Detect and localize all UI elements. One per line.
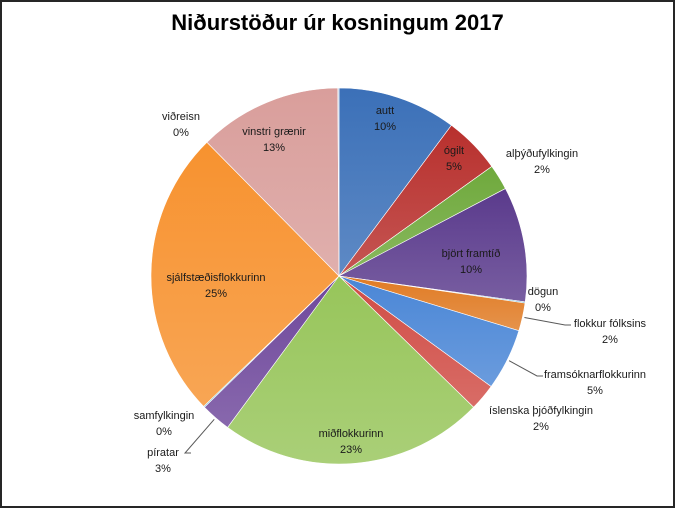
slice-label: dögun — [528, 286, 559, 298]
slice-percent-label: 0% — [173, 127, 189, 139]
slice-percent-label: 0% — [535, 302, 551, 314]
slice-percent-label: 10% — [374, 121, 396, 133]
slice-label: viðreisn — [162, 111, 200, 123]
slice-percent-label: 5% — [587, 385, 603, 397]
slice-percent-label: 23% — [340, 444, 362, 456]
slice-percent-label: 2% — [534, 164, 550, 176]
slice-percent-label: 0% — [156, 426, 172, 438]
pie-slice-autt — [338, 87, 452, 277]
pie-slice-sjálfstæðisflokkurinn — [150, 141, 340, 407]
leader-line — [183, 418, 215, 454]
leader-line — [508, 360, 543, 377]
pie-slice-björt-framtíð — [338, 188, 528, 303]
pie-slice-viðreisn — [337, 87, 340, 277]
leader-line — [524, 316, 571, 326]
slice-percent-label: 5% — [446, 161, 462, 173]
slice-percent-label: 13% — [263, 142, 285, 154]
slice-label: miðflokkurinn — [319, 428, 384, 440]
slice-label: vinstri grænir — [242, 126, 306, 138]
slice-label: flokkur fólksins — [574, 318, 647, 330]
slice-percent-label: 10% — [460, 264, 482, 276]
slice-percent-label: 25% — [205, 288, 227, 300]
slice-label: alþýðufylkingin — [506, 148, 578, 160]
slice-label: framsóknarflokkurinn — [544, 369, 646, 381]
slice-label: íslenska þjóðfylkingin — [489, 405, 593, 417]
slice-label: björt framtíð — [442, 248, 501, 260]
slice-label: samfylkingin — [134, 410, 195, 422]
slice-label: ógilt — [444, 145, 464, 157]
pie-slice-vinstri-grænir — [206, 87, 340, 277]
slice-label: sjálfstæðisflokkurinn — [166, 272, 265, 284]
slice-label: autt — [376, 105, 394, 117]
slice-percent-label: 2% — [533, 421, 549, 433]
slice-percent-label: 3% — [155, 463, 171, 475]
chart-title: Niðurstöður úr kosningum 2017 — [171, 10, 504, 35]
slice-percent-label: 2% — [602, 334, 618, 346]
pie-slice-miðflokkurinn — [227, 275, 475, 465]
slice-label: píratar — [147, 447, 179, 459]
